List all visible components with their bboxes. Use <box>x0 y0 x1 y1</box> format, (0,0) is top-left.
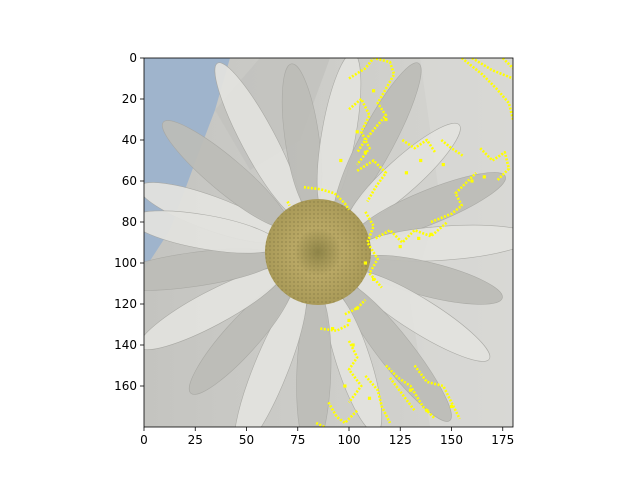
edge-pixel <box>339 158 343 163</box>
y-tick-label: 0 <box>129 51 137 65</box>
edge-pixel <box>429 232 433 236</box>
x-tick-label: 25 <box>188 433 203 447</box>
edge-pixel <box>384 117 388 122</box>
edge-segment <box>348 97 371 166</box>
edge-pixel <box>404 171 408 175</box>
edge-segment <box>344 298 367 316</box>
edge-segment <box>430 171 478 224</box>
edge-segment <box>440 138 465 158</box>
edge-segment <box>501 58 513 70</box>
edge-pixel <box>372 277 376 281</box>
y-tick-label: 40 <box>122 133 137 147</box>
edge-pixel <box>331 327 335 331</box>
edge-segment <box>479 147 511 182</box>
edge-pixel <box>408 388 413 392</box>
x-tick-label: 75 <box>290 433 305 447</box>
edge-segment <box>471 58 513 80</box>
flower-photo <box>144 58 513 427</box>
yellow-edge-overlay <box>286 58 513 427</box>
y-tick-label: 140 <box>114 338 137 352</box>
edge-segment <box>401 138 437 154</box>
edge-pixel <box>363 261 367 265</box>
y-axis: 0 20 40 60 80 100 120 140 160 <box>114 51 144 393</box>
flower-center-texture <box>265 199 371 305</box>
edge-segment <box>315 421 325 427</box>
y-tick-label: 100 <box>114 256 137 270</box>
x-axis: 0 25 50 75 100 125 150 175 <box>140 427 514 447</box>
edge-pixel <box>482 175 486 179</box>
edge-pixel <box>419 158 423 163</box>
edge-pixel <box>351 343 355 347</box>
edge-segment <box>348 58 396 154</box>
edge-pixel <box>417 236 421 240</box>
edge-segment <box>303 185 351 211</box>
edge-pixel <box>441 163 445 167</box>
x-tick-label: 175 <box>491 433 514 447</box>
edge-segment <box>356 159 388 203</box>
edge-segment <box>374 221 449 244</box>
edge-segment <box>364 211 383 289</box>
edge-pixel <box>343 384 347 388</box>
edge-pixel <box>367 396 372 400</box>
edge-segment <box>286 200 291 207</box>
edge-pixel <box>355 306 359 310</box>
edge-pixel <box>347 318 351 322</box>
x-tick-label: 150 <box>440 433 463 447</box>
edge-segment <box>347 340 363 404</box>
x-tick-label: 0 <box>140 433 148 447</box>
edge-pixel <box>470 179 474 183</box>
edge-segment <box>320 323 350 333</box>
y-tick-label: 20 <box>122 92 137 106</box>
edge-segment <box>327 401 359 425</box>
edge-pixel <box>449 404 454 409</box>
y-tick-label: 80 <box>122 215 137 229</box>
x-tick-label: 50 <box>239 433 254 447</box>
x-tick-label: 100 <box>338 433 361 447</box>
y-tick-label: 160 <box>114 379 137 393</box>
edge-pixel <box>398 245 402 249</box>
edge-pixel <box>363 150 367 154</box>
y-tick-label: 60 <box>122 174 137 188</box>
edge-pixel <box>425 409 429 413</box>
edge-pixel <box>372 89 376 93</box>
axes-frame <box>143 57 514 428</box>
edge-segment <box>384 364 437 420</box>
x-tick-label: 125 <box>389 433 412 447</box>
edge-segment <box>460 58 513 120</box>
edge-pixel <box>355 130 359 134</box>
y-tick-label: 120 <box>114 297 137 311</box>
